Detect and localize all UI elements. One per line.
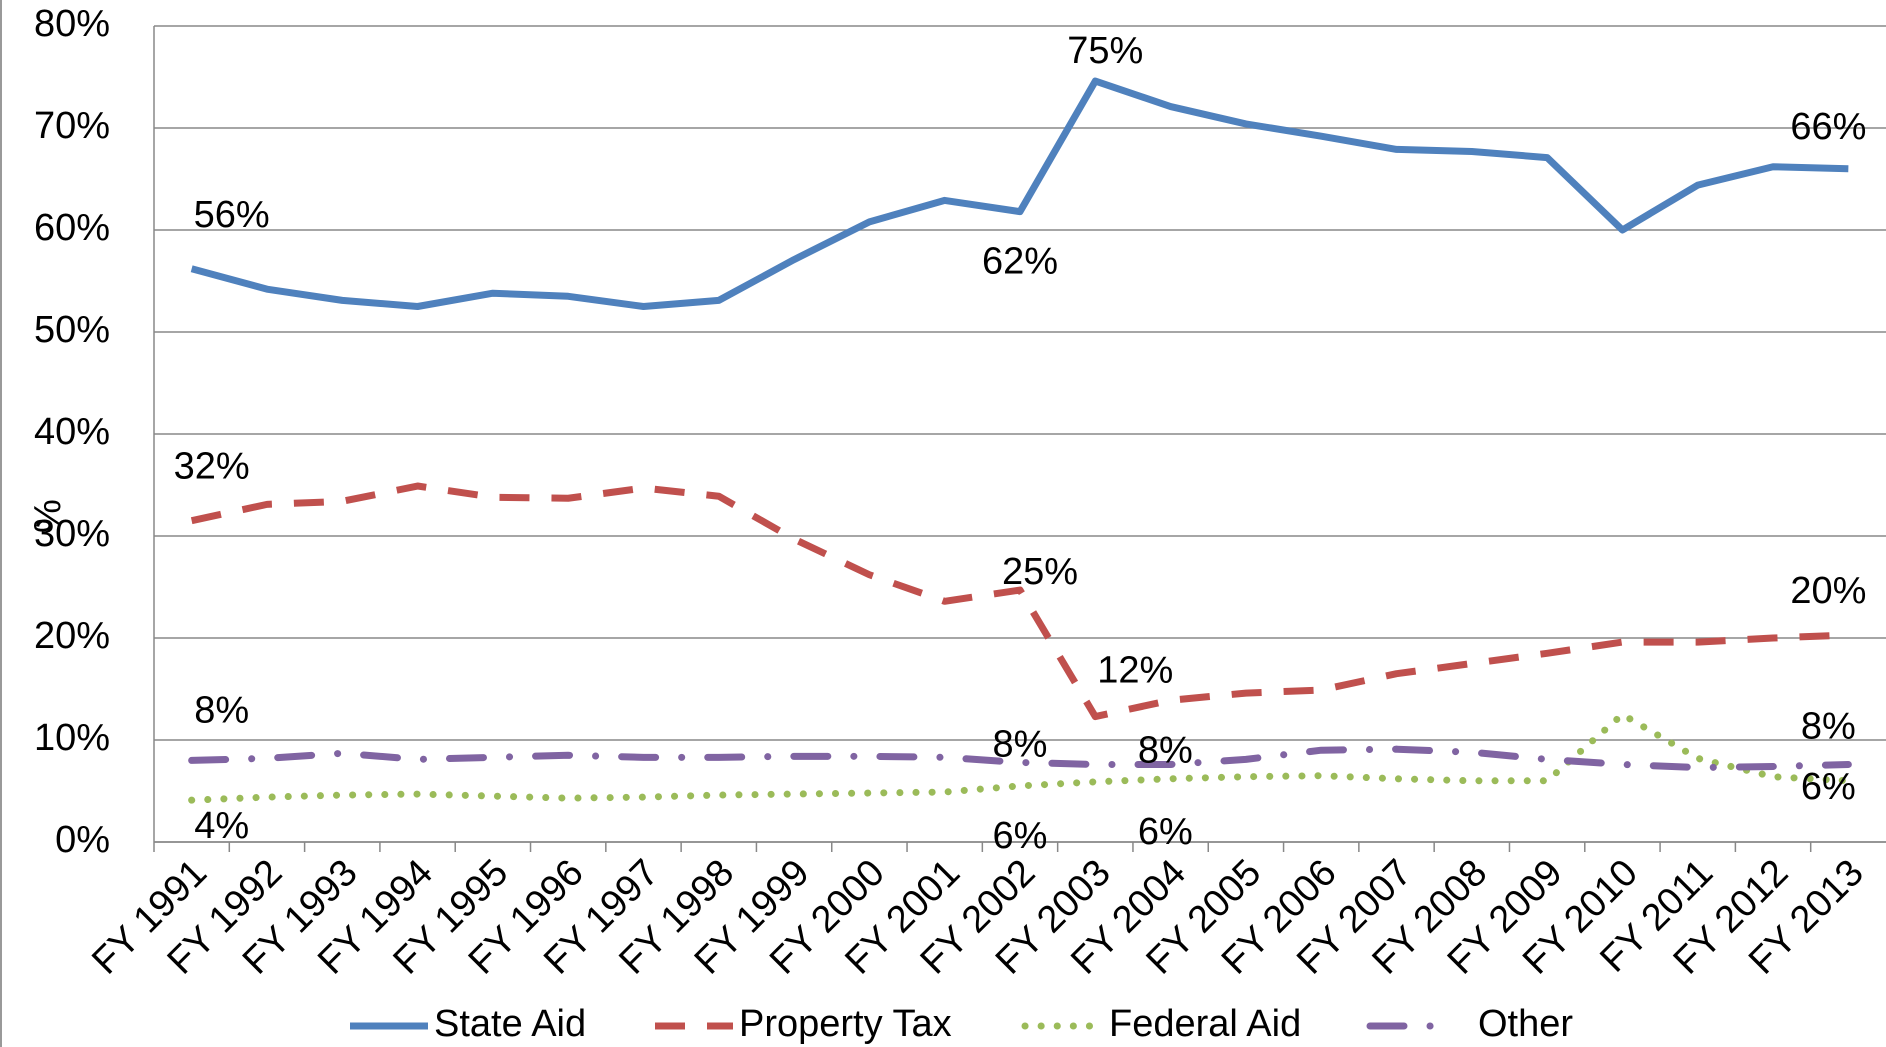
data-label: 56%	[194, 194, 270, 236]
y-tick-label: 0%	[55, 819, 110, 861]
data-label: 6%	[1138, 811, 1193, 853]
y-tick-label: 80%	[34, 3, 110, 45]
series-line	[190, 77, 1849, 310]
data-label: 6%	[993, 815, 1048, 857]
data-label: 8%	[993, 723, 1048, 765]
data-label: 20%	[1790, 570, 1866, 612]
legend-item: Federal Aid	[1021, 1003, 1301, 1045]
data-label: 8%	[1138, 730, 1193, 772]
legend-label: State Aid	[434, 1003, 586, 1045]
data-label: 8%	[1801, 706, 1856, 748]
legend-label: Federal Aid	[1109, 1003, 1301, 1045]
series-line	[188, 745, 1852, 772]
series-line	[190, 482, 1849, 721]
y-tick-label: 30%	[34, 513, 110, 555]
y-tick-label: 70%	[34, 105, 110, 147]
y-tick-label: 60%	[34, 207, 110, 249]
data-label: 66%	[1790, 106, 1866, 148]
data-label: 8%	[194, 689, 249, 731]
legend-label: Other	[1478, 1003, 1573, 1045]
y-tick-label: 40%	[34, 411, 110, 453]
legend-item: Property Tax	[655, 1003, 952, 1045]
legend-item: Other	[1366, 1003, 1573, 1045]
data-label: 12%	[1097, 650, 1173, 692]
data-label: 25%	[1002, 551, 1078, 593]
y-axis-label: %	[27, 499, 69, 533]
data-label: 32%	[174, 446, 250, 488]
data-label: 6%	[1801, 766, 1856, 808]
legend-item: State Aid	[350, 1003, 586, 1045]
y-tick-label: 10%	[34, 717, 110, 759]
data-label: 75%	[1067, 30, 1143, 72]
data-label: 62%	[982, 241, 1058, 283]
data-label: 4%	[194, 805, 249, 847]
y-tick-label: 50%	[34, 309, 110, 351]
legend-label: Property Tax	[739, 1003, 952, 1045]
y-tick-label: 20%	[34, 615, 110, 657]
series-line	[188, 711, 1852, 804]
